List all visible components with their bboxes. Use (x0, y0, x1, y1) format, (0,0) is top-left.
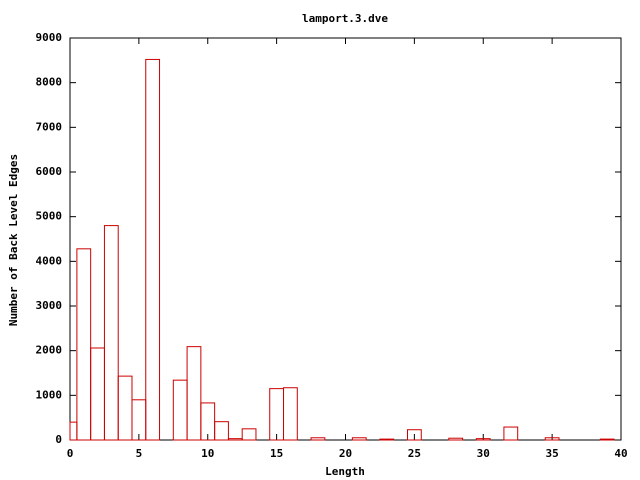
y-tick-label: 1000 (36, 388, 63, 401)
x-tick-label: 20 (339, 447, 352, 460)
bar (227, 438, 243, 441)
bar (283, 387, 298, 441)
bar (241, 428, 257, 441)
bar (544, 437, 560, 441)
y-tick-label: 3000 (36, 299, 63, 312)
bar (599, 438, 615, 441)
x-tick-label: 15 (270, 447, 283, 460)
y-tick-label: 6000 (36, 165, 63, 178)
bar (186, 346, 202, 441)
bar (379, 438, 395, 441)
bar (475, 438, 491, 441)
x-tick-label: 10 (201, 447, 214, 460)
bar (76, 248, 92, 441)
y-tick-label: 4000 (36, 254, 63, 267)
y-tick-label: 8000 (36, 76, 63, 89)
bar (448, 437, 464, 441)
bar (103, 225, 119, 441)
bar (214, 421, 229, 441)
bar (131, 399, 147, 441)
bar (117, 375, 133, 441)
bar (406, 429, 422, 441)
x-tick-label: 5 (136, 447, 143, 460)
x-tick-label: 0 (67, 447, 74, 460)
chart-title: lamport.3.dve (302, 12, 388, 25)
y-tick-label: 5000 (36, 210, 63, 223)
bar (310, 437, 326, 441)
y-tick-label: 7000 (36, 120, 63, 133)
x-tick-label: 35 (546, 447, 559, 460)
x-axis-label: Length (325, 465, 365, 478)
y-axis-label: Number of Back Level Edges (7, 154, 20, 326)
y-tick-label: 2000 (36, 344, 63, 357)
y-tick-label: 9000 (36, 31, 63, 44)
bar (351, 437, 367, 441)
bar (172, 379, 188, 441)
x-tick-label: 30 (477, 447, 490, 460)
bar (90, 347, 105, 441)
plot-border (69, 37, 622, 441)
bar (145, 58, 161, 441)
bar (503, 426, 519, 441)
x-tick-label: 25 (408, 447, 421, 460)
y-tick-label: 0 (55, 433, 62, 446)
bar (269, 388, 285, 441)
x-tick-label: 40 (614, 447, 627, 460)
bar (69, 421, 78, 441)
